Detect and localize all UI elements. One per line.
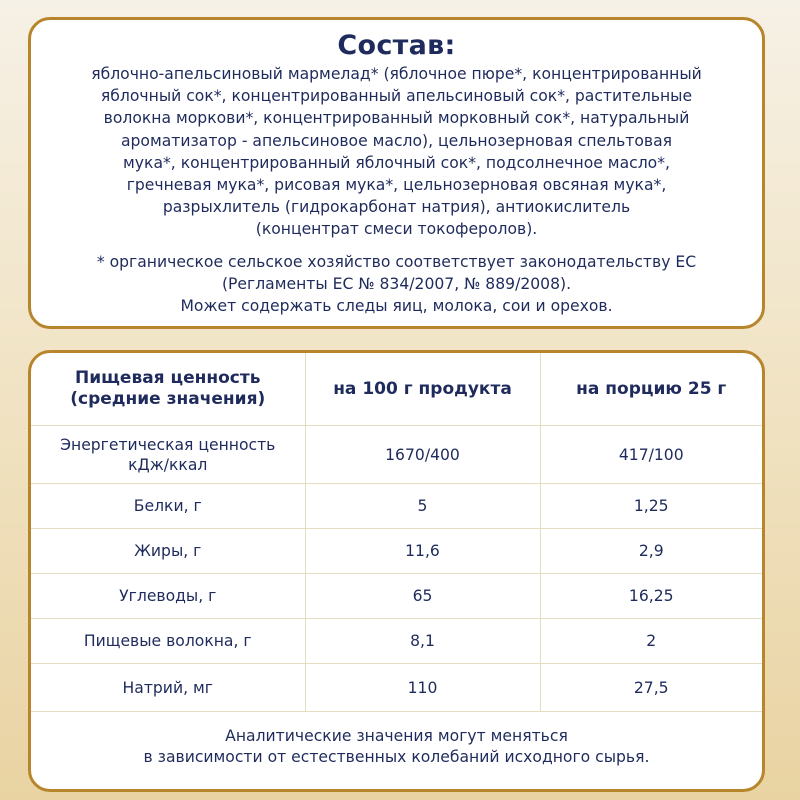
row-label: Пищевые волокна, г — [31, 618, 306, 664]
ingredients-line: мука*, концентрированный яблочный сок*, … — [123, 153, 670, 172]
row-portion: 1,25 — [539, 483, 762, 529]
label-line: кДж/ккал — [128, 455, 208, 474]
nutrition-table: Пищевая ценность (средние значения) на 10… — [31, 353, 762, 712]
ingredients-line: ароматизатор - апельсиновое масло), цель… — [120, 131, 673, 150]
header-line: Пищевая ценность — [74, 368, 261, 388]
ingredients-line: яблочный сок*, концентрированный апельси… — [100, 87, 693, 106]
row-per100: 65 — [304, 573, 541, 619]
row-per100: 1670/400 — [304, 425, 541, 484]
header-portion: на порцию 25 г — [539, 353, 762, 426]
header-nutrient: Пищевая ценность (средние значения) — [31, 353, 306, 426]
row-portion: 417/100 — [539, 425, 762, 484]
table-row: Белки, г 5 1,25 — [31, 483, 762, 529]
table-row: Пищевые волокна, г 8,1 2 — [31, 618, 762, 664]
analytical-note: Аналитические значения могут меняться в … — [31, 712, 762, 768]
row-label: Белки, г — [31, 483, 306, 529]
footer-line: в зависимости от естественных колебаний … — [143, 748, 650, 766]
row-per100: 8,1 — [304, 618, 541, 664]
nutrition-panel: Пищевая ценность (средние значения) на 10… — [28, 350, 765, 792]
ingredients-line: волокна моркови*, концентрированный морк… — [103, 109, 690, 128]
ingredients-line: гречневая мука*, рисовая мука*, цельнозе… — [126, 176, 667, 195]
row-per100: 110 — [304, 663, 541, 712]
row-label: Энергетическая ценность кДж/ккал — [31, 425, 306, 484]
row-portion: 2 — [539, 618, 762, 664]
composition-panel: Состав: яблочно-апельсиновый мармелад* (… — [28, 17, 765, 329]
row-label: Натрий, мг — [31, 663, 306, 712]
table-row: Углеводы, г 65 16,25 — [31, 573, 762, 619]
table-row: Натрий, мг 110 27,5 — [31, 663, 762, 712]
ingredients-text: яблочно-апельсиновый мармелад* (яблочное… — [39, 63, 754, 241]
row-label: Жиры, г — [31, 528, 306, 574]
allergen-note: Может содержать следы яиц, молока, сои и… — [180, 297, 613, 316]
label-line: Энергетическая ценность — [60, 435, 276, 454]
header-per100: на 100 г продукта — [304, 353, 541, 426]
note-line: (Регламенты ЕС № 834/2007, № 889/2008). — [221, 274, 572, 293]
ingredients-line: разрыхлитель (гидрокарбонат натрия), ант… — [162, 198, 631, 217]
row-per100: 5 — [304, 483, 541, 529]
row-portion: 2,9 — [539, 528, 762, 574]
ingredients-line: яблочно-апельсиновый мармелад* (яблочное… — [91, 65, 702, 83]
row-portion: 27,5 — [539, 663, 762, 712]
footer-line: Аналитические значения могут меняться — [225, 727, 568, 745]
row-label: Углеводы, г — [31, 573, 306, 619]
table-header-row: Пищевая ценность (средние значения) на 10… — [31, 353, 762, 426]
row-per100: 11,6 — [304, 528, 541, 574]
composition-title: Состав: — [337, 30, 456, 61]
row-portion: 16,25 — [539, 573, 762, 619]
header-line: (средние значения) — [70, 389, 266, 409]
table-row: Жиры, г 11,6 2,9 — [31, 528, 762, 574]
ingredients-line: (концентрат смеси токоферолов). — [255, 220, 538, 239]
note-line: * органическое сельское хозяйство соотве… — [96, 252, 697, 271]
organic-note: * органическое сельское хозяйство соотве… — [39, 251, 754, 318]
table-row: Энергетическая ценность кДж/ккал 1670/400… — [31, 425, 762, 484]
